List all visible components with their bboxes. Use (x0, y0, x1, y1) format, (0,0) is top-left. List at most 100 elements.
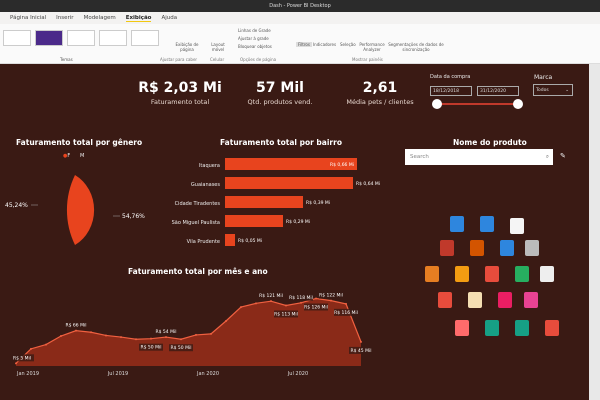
page-view-button[interactable]: Exibição de página (175, 42, 199, 52)
bar[interactable] (225, 177, 353, 189)
data-point[interactable] (45, 343, 47, 346)
brand-dropdown[interactable]: Todos ⌄ (533, 84, 573, 96)
bar[interactable] (225, 234, 235, 246)
data-point[interactable] (315, 297, 317, 300)
data-label-bg (289, 293, 313, 301)
theme-option[interactable] (67, 30, 95, 46)
data-point[interactable] (30, 347, 32, 350)
tab-pagina-inicial[interactable]: Página Inicial (10, 15, 47, 21)
product-image[interactable] (525, 240, 539, 256)
product-image[interactable] (438, 292, 452, 308)
selection-pane-button[interactable]: Seleção (340, 42, 356, 47)
brand-filter-label: Marca (534, 74, 553, 81)
product-image[interactable] (545, 320, 559, 336)
data-point[interactable] (105, 334, 107, 337)
monthly-chart-title: Faturamento total por mês e ano (128, 267, 268, 276)
data-label-bg (154, 328, 178, 336)
kpi-label: Qtd. produtos vend. (247, 98, 313, 106)
ribbon: Temas Exibição de página Layout móvel Li… (0, 24, 600, 64)
product-image[interactable] (515, 266, 529, 282)
product-image[interactable] (515, 320, 529, 336)
checkbox-snap[interactable]: Ajustar à grade (238, 36, 269, 41)
x-tick-label: Jul 2019 (107, 371, 128, 377)
product-image[interactable] (500, 240, 514, 256)
theme-option[interactable] (3, 30, 31, 46)
data-point[interactable] (75, 329, 77, 332)
tab-inserir[interactable]: Inserir (56, 15, 74, 21)
data-point[interactable] (300, 301, 302, 304)
data-point[interactable] (90, 331, 92, 334)
data-point[interactable] (240, 306, 242, 309)
legend-m: M (80, 153, 85, 159)
theme-option[interactable] (99, 30, 127, 46)
date-slider-start-handle[interactable] (432, 99, 442, 109)
x-tick-label: Jul 2020 (287, 371, 308, 377)
data-point[interactable] (135, 338, 137, 341)
pie-label-f: 54,76% (122, 213, 145, 220)
start-date-input[interactable]: 18/12/2018 (430, 86, 472, 96)
pie-slice-f[interactable] (66, 175, 95, 245)
theme-option[interactable] (35, 30, 63, 46)
product-image[interactable] (450, 216, 464, 232)
product-image[interactable] (480, 216, 494, 232)
data-point[interactable] (330, 299, 332, 302)
bar[interactable] (225, 215, 283, 227)
date-slider-end-handle[interactable] (513, 99, 523, 109)
tab-ajuda[interactable]: Ajuda (161, 15, 178, 21)
data-point[interactable] (195, 333, 197, 336)
data-point[interactable] (285, 304, 287, 307)
tab-exibicao[interactable]: Exibição (125, 14, 152, 22)
data-label: R$ 116 Mil (334, 310, 358, 316)
product-image[interactable] (485, 266, 499, 282)
bairro-bar-chart: Itaquera R$ 0,66 Mi Guaianases R$ 0,64 Mi Ci… (172, 158, 380, 246)
bookmarks-pane-button[interactable]: Indicadores (313, 42, 337, 47)
product-image[interactable] (524, 292, 538, 308)
menu-bar: Página Inicial Inserir Modelagem Exibiçã… (0, 12, 600, 24)
kpi-value: 2,61 (362, 80, 398, 96)
data-point[interactable] (165, 336, 167, 339)
checkbox-gridlines[interactable]: Linhas de Grade (238, 28, 271, 33)
data-point[interactable] (255, 302, 257, 305)
bar[interactable] (225, 196, 303, 208)
bar-category-label: São Miguel Paulista (172, 220, 220, 226)
product-search-input[interactable]: Search ⌕ (405, 149, 553, 165)
ribbon-group-label-fit: Ajustar para caber (160, 57, 198, 62)
scrollbar[interactable] (589, 64, 600, 400)
data-point[interactable] (345, 302, 347, 305)
date-slider-track[interactable] (437, 103, 517, 105)
end-date-input[interactable]: 31/12/2020 (477, 86, 519, 96)
product-image[interactable] (510, 218, 524, 234)
data-point[interactable] (270, 300, 272, 303)
data-point[interactable] (150, 337, 152, 340)
product-image[interactable] (540, 266, 554, 282)
data-point[interactable] (15, 362, 17, 365)
product-image[interactable] (425, 266, 439, 282)
pie-label-m: 45,24% (5, 202, 28, 209)
data-point[interactable] (60, 335, 62, 337)
data-point[interactable] (120, 336, 122, 339)
product-image[interactable] (470, 240, 484, 256)
bar[interactable] (225, 158, 357, 170)
data-point[interactable] (180, 338, 182, 341)
data-label: R$ 122 Mil (319, 293, 343, 299)
data-point[interactable] (225, 320, 227, 322)
sync-slicers-button[interactable]: Segmentações de dados de sincronização (388, 42, 444, 52)
product-image[interactable] (455, 320, 469, 336)
kpi-faturamento: R$ 2,03 Mi Faturamento total (130, 80, 230, 106)
filters-pane-button[interactable]: Filtros (296, 42, 312, 47)
product-image[interactable] (468, 292, 482, 308)
data-label-bg (10, 354, 34, 362)
mobile-layout-button[interactable]: Layout móvel (211, 42, 225, 52)
product-image[interactable] (485, 320, 499, 336)
eraser-icon[interactable]: ✎ (560, 152, 566, 160)
product-image[interactable] (440, 240, 454, 256)
tab-modelagem[interactable]: Modelagem (83, 15, 116, 21)
theme-option[interactable] (131, 30, 159, 46)
product-image[interactable] (455, 266, 469, 282)
checkbox-lock[interactable]: Bloquear objetos (238, 44, 272, 49)
performance-analyzer-button[interactable]: Performance Analyzer (359, 42, 385, 52)
product-image[interactable] (498, 292, 512, 308)
data-point[interactable] (360, 340, 362, 343)
data-point[interactable] (210, 332, 212, 335)
data-label: R$ 45 Mil (351, 348, 372, 354)
